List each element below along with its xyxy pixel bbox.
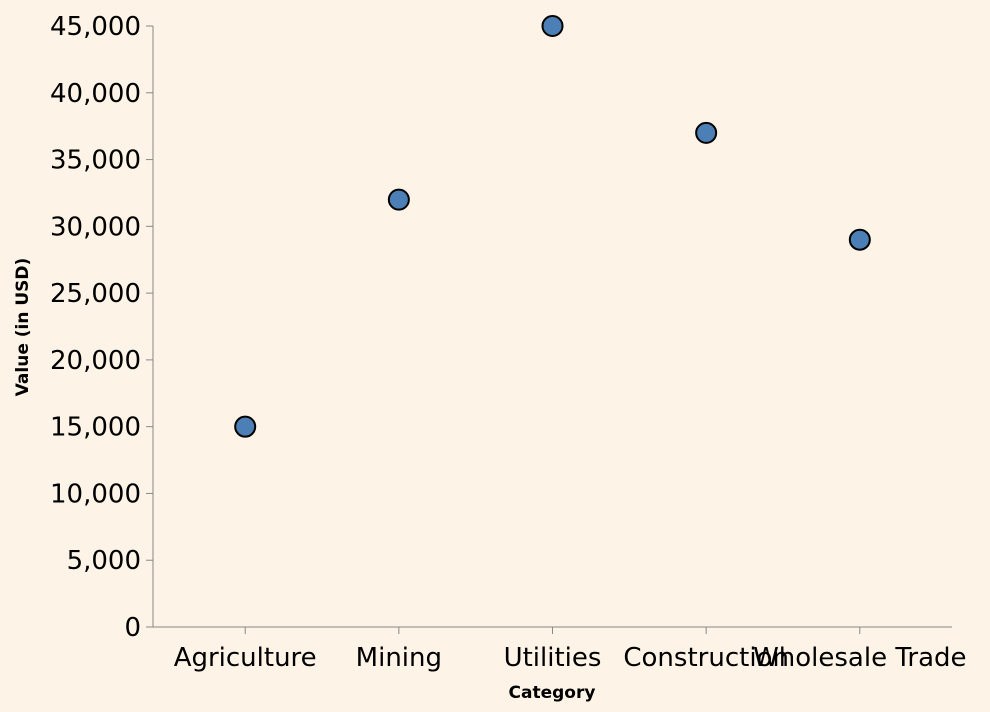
data-point[interactable] xyxy=(387,188,410,211)
data-points xyxy=(234,15,871,438)
y-tick-label: 20,000 xyxy=(50,346,141,376)
x-tick-label: Construction xyxy=(623,643,789,673)
y-tick-label: 15,000 xyxy=(50,413,141,443)
y-tick-label: 25,000 xyxy=(50,279,141,309)
x-tick-label: Wholesale Trade xyxy=(753,643,966,673)
y-tick-label: 30,000 xyxy=(50,212,141,242)
y-tick-label: 0 xyxy=(124,613,141,643)
x-axis-title: Category xyxy=(509,683,596,703)
data-point[interactable] xyxy=(234,415,257,438)
y-tick-label: 45,000 xyxy=(50,12,141,42)
x-tick-label: Mining xyxy=(356,643,442,673)
y-tick-label: 40,000 xyxy=(50,79,141,109)
data-point[interactable] xyxy=(695,121,718,144)
y-tick-label: 10,000 xyxy=(50,479,141,509)
data-point[interactable] xyxy=(541,15,564,37)
x-tick-label: Utilities xyxy=(504,643,602,673)
y-axis-title: Value (in USD) xyxy=(13,258,33,397)
x-tick-label: Agriculture xyxy=(174,643,317,673)
x-axis: Agriculture Mining Utilities ConstructionWh… xyxy=(153,626,967,673)
y-axis: 0 5,000 10,000 15,000 20,000 25,000 30,000 35,0… xyxy=(50,12,154,643)
y-tick-label: 35,000 xyxy=(50,146,141,176)
y-tick-label: 5,000 xyxy=(67,546,141,576)
data-point[interactable] xyxy=(848,228,871,251)
